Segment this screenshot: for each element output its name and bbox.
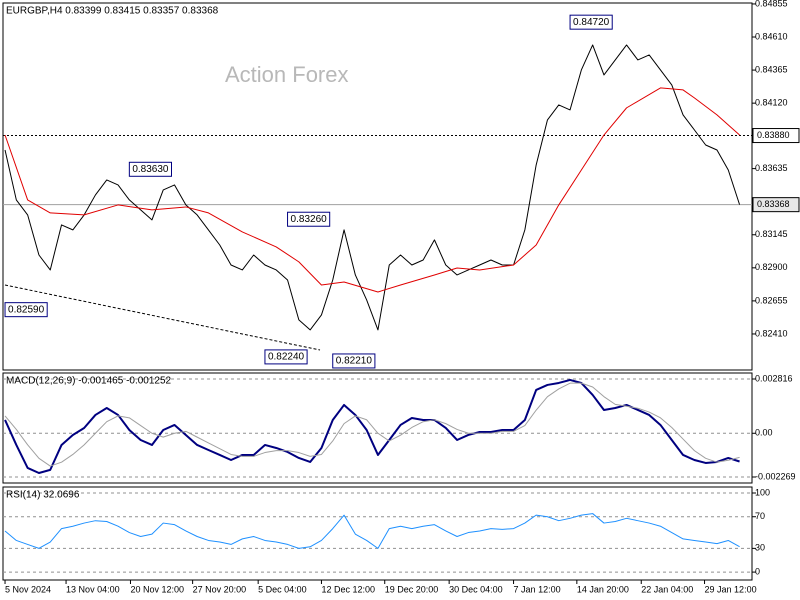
x-tick-label: 29 Jan 12:00 [705, 584, 757, 594]
panel-title: MACD(12,26,9) -0.001465 -0.001252 [6, 376, 172, 387]
series-line [4, 382, 740, 467]
panel-title: EURGBP,H4 0.83399 0.83415 0.83357 0.8336… [6, 6, 219, 17]
x-tick-label: 13 Nov 04:00 [66, 584, 120, 594]
price-label-box [332, 353, 376, 369]
price-label-box [264, 349, 308, 365]
y-tick-label: 0.84610 [755, 31, 788, 41]
x-tick-label: 22 Jan 04:00 [641, 584, 693, 594]
price-label-box [569, 14, 613, 30]
y-tick-label: 30 [755, 543, 765, 553]
trend-line [4, 284, 321, 351]
y-tick-label: 0.84855 [755, 0, 788, 8]
x-tick-label: 5 Nov 2024 [5, 584, 51, 594]
level-label-box [752, 197, 800, 213]
y-tick-label: 100 [755, 487, 770, 497]
price-label: 0.82210 [336, 356, 373, 367]
price-label-box [128, 161, 172, 177]
x-tick-label: 12 Dec 12:00 [321, 584, 375, 594]
x-tick-label: 5 Dec 04:00 [258, 584, 307, 594]
x-tick-label: 14 Jan 20:00 [577, 584, 629, 594]
price-label: 0.82240 [268, 352, 305, 363]
y-tick-label: 0.82410 [755, 328, 788, 338]
price-label: 0.84720 [573, 17, 610, 28]
panel-title: RSI(14) 32.0696 [6, 490, 80, 501]
y-tick-label: 0.82900 [755, 262, 788, 272]
level-label: 0.83368 [757, 199, 790, 209]
x-tick-label: 19 Dec 20:00 [385, 584, 439, 594]
y-tick-label: 0.83635 [755, 163, 788, 173]
panel-frame [2, 372, 753, 484]
price-label: 0.83260 [291, 214, 328, 225]
price-label: 0.83630 [132, 164, 169, 175]
level-label: 0.83880 [757, 130, 790, 140]
price-label-box [287, 211, 331, 227]
y-tick-label: 0.84365 [755, 64, 788, 74]
y-tick-label: 0.84120 [755, 98, 788, 108]
panel-frame [2, 2, 753, 371]
x-tick-label: 30 Dec 04:00 [449, 584, 503, 594]
y-tick-label: -0.002269 [755, 471, 796, 481]
x-tick-label: 20 Nov 12:00 [130, 584, 184, 594]
series-line [4, 378, 740, 474]
y-tick-label: 0.00 [755, 428, 773, 438]
level-label-box [752, 128, 800, 144]
watermark: Action Forex [225, 62, 349, 87]
price-label: 0.82590 [8, 304, 45, 315]
series-line [4, 87, 740, 293]
series-line [4, 513, 740, 549]
y-tick-label: 70 [755, 511, 765, 521]
series-line [4, 44, 741, 331]
y-tick-label: 0.002816 [755, 373, 793, 383]
y-tick-label: 0 [755, 566, 760, 576]
panel-frame [2, 486, 753, 581]
x-tick-label: 27 Nov 20:00 [193, 584, 247, 594]
price-label-box [4, 302, 48, 318]
y-tick-label: 0.83145 [755, 229, 788, 239]
y-tick-label: 0.82655 [755, 295, 788, 305]
x-tick-label: 7 Jan 12:00 [514, 584, 561, 594]
